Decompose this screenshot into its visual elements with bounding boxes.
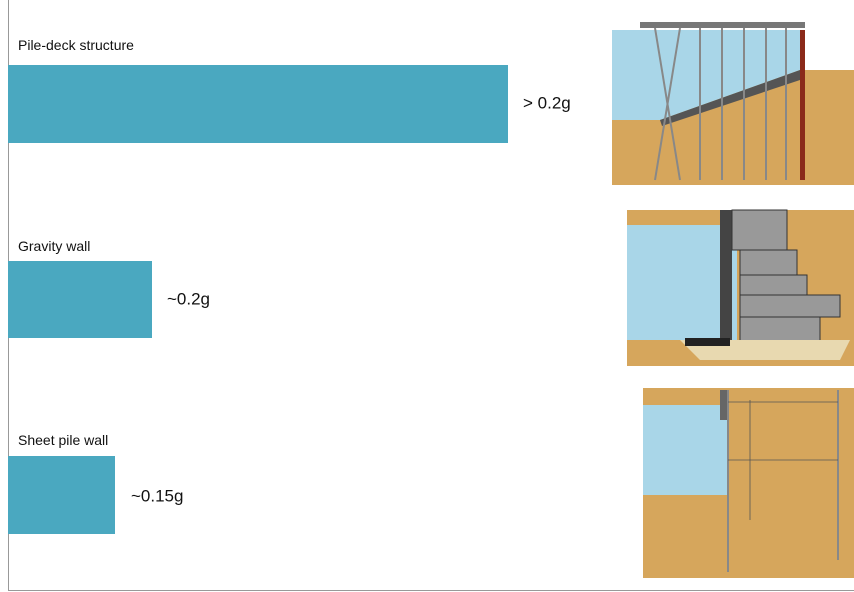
item-label: Gravity wall	[18, 238, 90, 254]
bar	[8, 261, 152, 338]
pile-deck-illustration	[612, 18, 854, 185]
gravity-wall-illustration	[627, 209, 854, 366]
item-value: ~0.15g	[131, 486, 183, 505]
bar	[8, 65, 508, 143]
sheet-pile-illustration	[643, 388, 854, 578]
item-value: ~0.2g	[167, 289, 210, 308]
bar	[8, 456, 115, 534]
item-label: Pile-deck structure	[18, 37, 134, 53]
item-value: > 0.2g	[523, 93, 571, 112]
item-label: Sheet pile wall	[18, 432, 108, 448]
